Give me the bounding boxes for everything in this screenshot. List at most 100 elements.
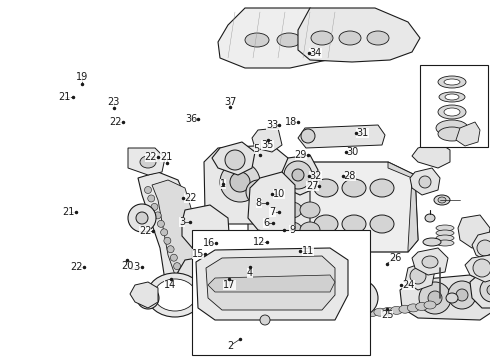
Ellipse shape	[439, 92, 465, 102]
Polygon shape	[128, 148, 165, 175]
Ellipse shape	[282, 222, 302, 238]
Polygon shape	[388, 162, 418, 252]
Circle shape	[342, 280, 378, 316]
Ellipse shape	[436, 240, 454, 246]
Circle shape	[310, 300, 340, 330]
Polygon shape	[465, 255, 490, 282]
Circle shape	[428, 291, 442, 305]
Circle shape	[246, 180, 270, 204]
Circle shape	[137, 287, 159, 309]
Circle shape	[292, 169, 304, 181]
Circle shape	[171, 254, 177, 261]
Text: 27: 27	[306, 181, 319, 192]
Circle shape	[480, 278, 490, 302]
Text: 36: 36	[185, 114, 197, 124]
Polygon shape	[410, 168, 440, 195]
Ellipse shape	[399, 305, 411, 313]
Ellipse shape	[438, 105, 466, 119]
Ellipse shape	[147, 273, 203, 317]
Circle shape	[164, 237, 171, 244]
Ellipse shape	[342, 179, 366, 197]
Text: 2: 2	[227, 341, 233, 351]
Text: 11: 11	[301, 246, 314, 256]
Text: 3: 3	[179, 217, 185, 228]
Text: 35: 35	[261, 140, 274, 150]
Polygon shape	[130, 282, 158, 308]
Ellipse shape	[446, 293, 458, 303]
Ellipse shape	[264, 222, 284, 238]
Ellipse shape	[374, 308, 386, 316]
Text: 15: 15	[192, 249, 204, 259]
Text: 31: 31	[356, 128, 368, 138]
Circle shape	[448, 281, 476, 309]
Ellipse shape	[367, 31, 389, 45]
Circle shape	[136, 212, 148, 224]
Text: 33: 33	[267, 120, 278, 130]
Text: 21: 21	[58, 92, 71, 102]
Ellipse shape	[436, 297, 444, 303]
Circle shape	[128, 204, 156, 232]
Polygon shape	[405, 262, 435, 290]
Circle shape	[410, 268, 426, 284]
Ellipse shape	[416, 302, 428, 310]
Circle shape	[286, 304, 294, 312]
Ellipse shape	[341, 309, 352, 317]
Ellipse shape	[391, 306, 403, 314]
Ellipse shape	[311, 31, 333, 45]
Ellipse shape	[264, 202, 284, 218]
Ellipse shape	[445, 94, 459, 100]
Ellipse shape	[438, 127, 466, 141]
Polygon shape	[152, 180, 200, 295]
Text: 7: 7	[270, 207, 275, 217]
Text: 5: 5	[254, 144, 260, 154]
Text: 28: 28	[343, 171, 356, 181]
Text: 21: 21	[62, 207, 75, 217]
Text: 24: 24	[402, 280, 415, 290]
Text: 25: 25	[381, 310, 393, 320]
Ellipse shape	[324, 307, 336, 315]
Text: 34: 34	[310, 48, 321, 58]
Text: 14: 14	[165, 280, 177, 290]
Text: 6: 6	[263, 218, 269, 228]
Ellipse shape	[424, 301, 436, 309]
Text: 29: 29	[294, 150, 307, 160]
Polygon shape	[412, 142, 450, 168]
Text: 10: 10	[273, 189, 285, 199]
Circle shape	[183, 288, 190, 295]
Circle shape	[456, 289, 468, 301]
Ellipse shape	[436, 120, 468, 136]
Text: 9: 9	[289, 225, 295, 235]
Circle shape	[161, 229, 168, 236]
Ellipse shape	[444, 108, 460, 116]
Polygon shape	[298, 125, 385, 148]
Ellipse shape	[342, 215, 366, 233]
Circle shape	[260, 315, 270, 325]
Circle shape	[173, 263, 181, 270]
Circle shape	[143, 293, 153, 303]
Circle shape	[225, 150, 245, 170]
Polygon shape	[252, 128, 282, 152]
Text: 12: 12	[252, 237, 265, 247]
Polygon shape	[300, 162, 418, 252]
Ellipse shape	[300, 202, 320, 218]
Circle shape	[151, 203, 158, 211]
Circle shape	[180, 280, 187, 287]
Polygon shape	[248, 188, 310, 248]
Ellipse shape	[277, 33, 301, 47]
Text: 22: 22	[184, 193, 196, 203]
Ellipse shape	[300, 222, 320, 238]
Ellipse shape	[299, 304, 311, 312]
Text: 16: 16	[203, 238, 215, 248]
Circle shape	[187, 297, 194, 303]
Ellipse shape	[316, 306, 327, 314]
Ellipse shape	[199, 293, 211, 303]
Circle shape	[318, 308, 332, 322]
Ellipse shape	[438, 197, 446, 203]
Ellipse shape	[282, 301, 294, 309]
Text: 21: 21	[160, 152, 173, 162]
Polygon shape	[218, 8, 368, 68]
Text: 13: 13	[129, 262, 142, 272]
Ellipse shape	[357, 309, 369, 317]
Polygon shape	[212, 142, 255, 175]
Ellipse shape	[314, 179, 338, 197]
